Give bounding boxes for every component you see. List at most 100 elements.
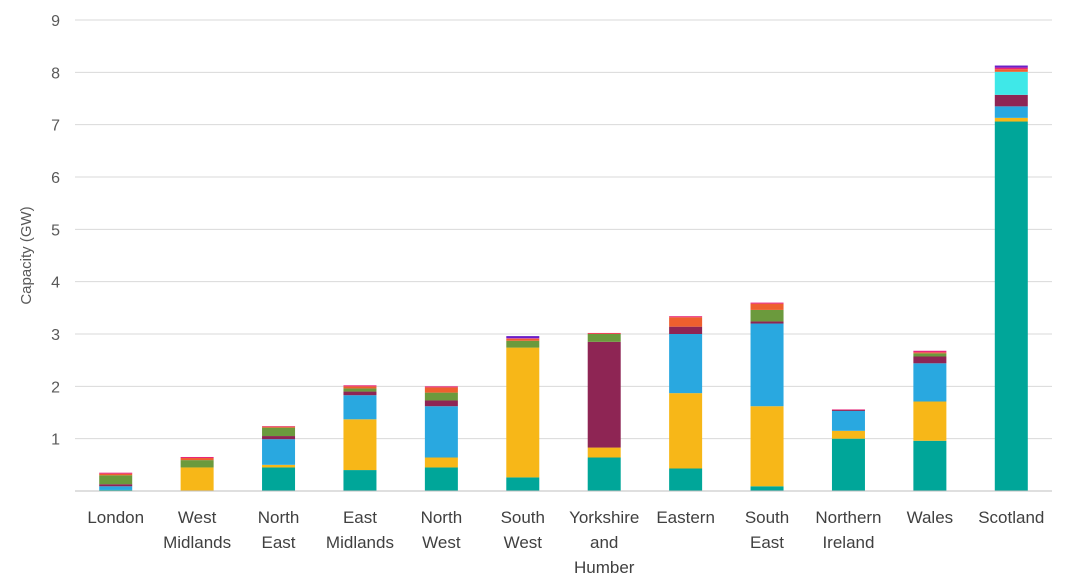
bar-segment — [831, 438, 865, 491]
bar-segment — [994, 69, 1028, 72]
bar-segment — [750, 309, 784, 322]
bar-segment — [343, 470, 377, 491]
y-tick-label: 6 — [51, 170, 60, 187]
bar-segment — [831, 430, 865, 439]
gridlines — [75, 19, 1052, 440]
bar-segment — [506, 347, 540, 478]
bar-segment — [994, 71, 1028, 95]
bar-segment — [831, 410, 865, 431]
bar-segment — [913, 401, 947, 441]
bar-segment — [506, 477, 540, 491]
bar-segment — [424, 387, 458, 393]
bar-segment — [506, 338, 540, 341]
bar-segment — [669, 326, 703, 334]
x-tick-label: North East — [258, 508, 300, 552]
y-tick-labels: 1 2 3 4 5 6 7 8 9 — [51, 13, 60, 449]
x-tick-labels: London West Midlands North East East Midlands N… — [87, 508, 1044, 577]
y-tick-label: 4 — [51, 275, 60, 292]
x-tick-label: Wales — [907, 508, 954, 527]
bar-segment — [587, 457, 621, 491]
bar-segment — [262, 436, 296, 440]
bar-segment — [994, 121, 1028, 491]
bar-segment — [262, 467, 296, 491]
y-tick-label: 3 — [51, 327, 60, 344]
bar-segment — [669, 468, 703, 491]
y-tick-label: 7 — [51, 118, 60, 135]
bar-segment — [99, 486, 133, 490]
bar-segment — [424, 457, 458, 468]
bar-segment — [669, 317, 703, 327]
bar-segment — [913, 352, 947, 354]
bar-segment — [750, 321, 784, 324]
bar-segment — [587, 334, 621, 342]
y-axis-title: Capacity (GW) — [18, 206, 35, 304]
bar-segment — [424, 406, 458, 458]
bar-segment — [913, 350, 947, 353]
bar-segment — [994, 106, 1028, 118]
bar-segment — [913, 440, 947, 491]
y-tick-label: 8 — [51, 65, 60, 82]
x-tick-label: East Midlands — [326, 508, 394, 552]
y-tick-label: 1 — [51, 432, 60, 449]
bar-segment — [587, 447, 621, 458]
bar-segment — [750, 323, 784, 407]
x-tick-label: Northern Ireland — [815, 508, 881, 552]
bar-segment — [99, 475, 133, 485]
bar-segment — [831, 409, 865, 410]
x-tick-label: Scotland — [978, 508, 1044, 527]
bar-segment — [262, 464, 296, 468]
bar-segment — [99, 489, 133, 491]
bar-segment — [99, 472, 133, 474]
y-tick-label: 9 — [51, 13, 60, 30]
bar-segment — [994, 94, 1028, 107]
bar-segment — [262, 427, 296, 437]
bar-segment — [343, 386, 377, 389]
bar-segment — [506, 336, 540, 339]
bar-segment — [831, 409, 865, 411]
x-tick-label: South East — [745, 508, 789, 552]
bar-segment — [587, 332, 621, 334]
bar-segment — [506, 338, 540, 339]
bar-segment — [994, 67, 1028, 70]
bar-segment — [343, 391, 377, 396]
bar-segment — [343, 385, 377, 387]
bar-segment — [262, 426, 296, 427]
bars — [99, 65, 1028, 491]
bar-segment — [913, 353, 947, 357]
bar-segment — [180, 467, 214, 491]
bar-segment — [750, 303, 784, 310]
x-tick-label: South West — [501, 508, 545, 552]
bar-segment — [913, 363, 947, 402]
bar-segment — [750, 406, 784, 487]
bar-segment — [180, 456, 214, 459]
x-tick-label: Eastern — [656, 508, 715, 527]
bar-segment — [343, 395, 377, 420]
bar-segment — [994, 117, 1028, 122]
bar-segment — [99, 473, 133, 476]
x-tick-label: North West — [421, 508, 463, 552]
bar-segment — [506, 340, 540, 348]
bar-segment — [994, 65, 1028, 68]
bar-segment — [669, 334, 703, 394]
bar-segment — [750, 302, 784, 304]
bar-segment — [99, 484, 133, 487]
bar-segment — [262, 439, 296, 465]
bar-segment — [669, 316, 703, 318]
bar-segment — [424, 386, 458, 388]
bar-segment — [262, 426, 296, 428]
x-tick-label: Yorkshire and Humber — [569, 508, 639, 577]
bar-segment — [180, 460, 214, 468]
bar-segment — [913, 356, 947, 364]
bar-segment — [424, 400, 458, 407]
x-tick-label: West Midlands — [163, 508, 231, 552]
bar-segment — [669, 393, 703, 469]
bar-segment — [587, 333, 621, 334]
bar-segment — [587, 341, 621, 448]
x-tick-label: London — [87, 508, 144, 527]
bar-segment — [424, 392, 458, 401]
y-tick-label: 2 — [51, 379, 60, 396]
bar-segment — [180, 458, 214, 461]
y-tick-label: 5 — [51, 222, 60, 239]
bar-segment — [343, 419, 377, 471]
